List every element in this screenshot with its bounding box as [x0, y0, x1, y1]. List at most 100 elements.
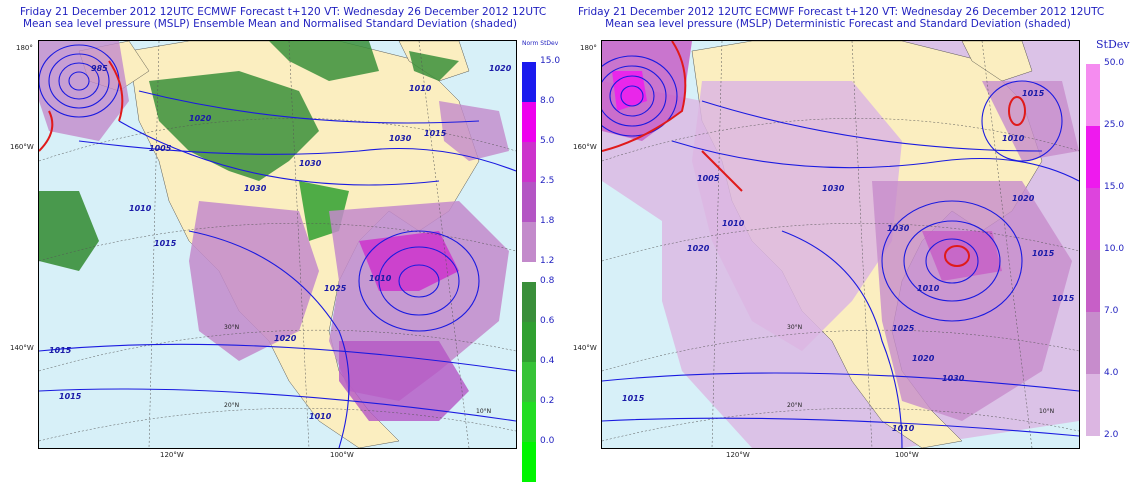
- isobar-label: 1015: [1032, 249, 1055, 258]
- colorbar-swatch: [522, 102, 536, 142]
- colorbar-tick-label: 25.0: [1104, 120, 1125, 130]
- left-panel-title: Friday 21 December 2012 12UTC ECMWF Fore…: [20, 6, 546, 30]
- green-shade-west: [149, 71, 319, 181]
- right-title-line2: Mean sea level pressure (MSLP) Determini…: [605, 18, 1071, 30]
- isobar-label: 1020: [274, 334, 297, 343]
- colorbar-swatch: [1086, 188, 1100, 250]
- colorbar-swatch: [522, 442, 536, 482]
- stdev-shade-east: [872, 181, 1072, 421]
- right-isobars: [602, 55, 1079, 448]
- left-axis-180: 180°: [16, 44, 33, 52]
- stdev-shade-overland: [692, 81, 902, 351]
- colorbar-tick-label: 0.6: [540, 316, 555, 326]
- colorbar-tick-label: 0.2: [540, 396, 555, 406]
- left-axis-140w: 140°W: [10, 344, 34, 352]
- isobar-label: 1010: [917, 284, 940, 293]
- left-red-contours: [39, 60, 124, 152]
- right-axis-180: 180°: [580, 44, 597, 52]
- colorbar-tick-label: 2.0: [1104, 430, 1119, 440]
- right-deterministic-map: 1005 1020 1010 1030 1030 1015 1010 1020 …: [601, 40, 1080, 449]
- isobar-label: 1020: [912, 354, 935, 363]
- colorbar-tick-label: 0.0: [540, 436, 555, 446]
- left-title-line2: Mean sea level pressure (MSLP) Ensemble …: [23, 18, 517, 30]
- isobar-label: 1015: [1022, 89, 1045, 98]
- colorbar-tick-label: 0.4: [540, 356, 555, 366]
- colorbar-swatch: [1086, 126, 1100, 188]
- stdev-shade-northwest: [602, 41, 692, 141]
- colorbar-tick-label: 4.0: [1104, 368, 1119, 378]
- colorbar-tick-label: 5.0: [540, 136, 555, 146]
- left-axis-100w: 100°W: [330, 451, 354, 459]
- green-shade-north: [269, 41, 379, 81]
- isobar-label: 1020: [1012, 194, 1035, 203]
- isobar-label: 1030: [822, 184, 845, 193]
- right-graticule: [602, 41, 1079, 448]
- colorbar-swatch: [522, 62, 536, 102]
- isobar-label: 1030: [299, 159, 322, 168]
- isobar-label: 1015: [1052, 294, 1075, 303]
- isobar-label: 1005: [697, 174, 720, 183]
- isobar-label: 1015: [49, 346, 72, 355]
- right-map-canvas: 1005 1020 1010 1030 1030 1015 1010 1020 …: [602, 41, 1079, 448]
- left-axis-160w: 160°W: [10, 143, 34, 151]
- isobar-label: 1015: [59, 392, 82, 401]
- right-red-contours: [602, 41, 1026, 267]
- colorbar-tick-label: 7.0: [1104, 306, 1119, 316]
- colorbar-tick-label: 8.0: [540, 96, 555, 106]
- parallel-label-10n: 10°N: [1039, 408, 1054, 415]
- isobar-label: 1030: [887, 224, 910, 233]
- stdev-shade-core-nw: [612, 71, 647, 111]
- colorbar-tick-label: 1.8: [540, 216, 555, 226]
- isobar-label: 1015: [622, 394, 645, 403]
- isobar-label: 1010: [369, 274, 392, 283]
- colorbar-swatch: [1086, 64, 1100, 126]
- stdev-shade-ne: [982, 81, 1079, 161]
- isobar-label: 1030: [942, 374, 965, 383]
- isobar-label: 1010: [409, 84, 432, 93]
- isobar-label: 1010: [129, 204, 152, 213]
- right-colorbar-title: StDev: [1096, 38, 1130, 51]
- right-axis-100w: 100°W: [895, 451, 919, 459]
- stdev-shade-core-se: [922, 231, 1002, 281]
- isobar-label: 1005: [149, 144, 172, 153]
- colorbar-swatch: [1086, 374, 1100, 436]
- right-title-line1: Friday 21 December 2012 12UTC ECMWF Fore…: [578, 6, 1105, 18]
- isobar-label: 1010: [309, 412, 332, 421]
- isobar-label: 1015: [424, 129, 447, 138]
- isobar-label: 1030: [389, 134, 412, 143]
- left-graticule: [39, 41, 516, 448]
- colorbar-tick-label: 50.0: [1104, 58, 1125, 68]
- left-ensemble-map: 985 1020 1005 1030 1030 1010 1015 1010 1…: [38, 40, 517, 449]
- isobar-label-985: 985: [91, 64, 108, 73]
- isobar-label: 1010: [1002, 134, 1025, 143]
- right-axis-140w: 140°W: [573, 344, 597, 352]
- parallel-label-30n: 30°N: [787, 324, 802, 331]
- isobar-label: 1020: [489, 64, 512, 73]
- colorbar-tick-label: 0.8: [540, 276, 555, 286]
- colorbar-swatch: [522, 282, 536, 322]
- isobar-label: 1030: [244, 184, 267, 193]
- parallel-label-20n: 20°N: [787, 402, 802, 409]
- isobar-label: 1025: [892, 324, 915, 333]
- green-shade-pacific: [39, 191, 99, 271]
- colorbar-swatch: [522, 182, 536, 222]
- colorbar-swatch: [522, 322, 536, 362]
- left-isobars: [39, 44, 516, 448]
- left-map-canvas: 985 1020 1005 1030 1030 1010 1015 1010 1…: [39, 41, 516, 448]
- colorbar-tick-label: 10.0: [1104, 244, 1125, 254]
- purple-shade-southwest: [189, 201, 319, 361]
- left-colorbar-title: Norm StDev: [522, 40, 559, 47]
- colorbar-swatch: [522, 402, 536, 442]
- purple-shade-core: [359, 231, 459, 291]
- left-colorbar: Norm StDev 15.0 8.0 5.0 2.5 1.8 1.2 0.8 0.6 0.4 0…: [518, 38, 578, 482]
- parallel-label-10n: 10°N: [476, 408, 491, 415]
- colorbar-tick-label: 1.2: [540, 256, 555, 266]
- isobar-label: 1015: [154, 239, 177, 248]
- parallel-label-20n: 20°N: [224, 402, 239, 409]
- right-colorbar: StDev 50.0 25.0 15.0 10.0 7.0 4.0 2.0: [1082, 38, 1139, 448]
- isobar-label: 1010: [892, 424, 915, 433]
- colorbar-tick-label: 15.0: [1104, 182, 1125, 192]
- colorbar-swatch: [1086, 312, 1100, 374]
- colorbar-swatch: [522, 142, 536, 182]
- right-axis-120w: 120°W: [726, 451, 750, 459]
